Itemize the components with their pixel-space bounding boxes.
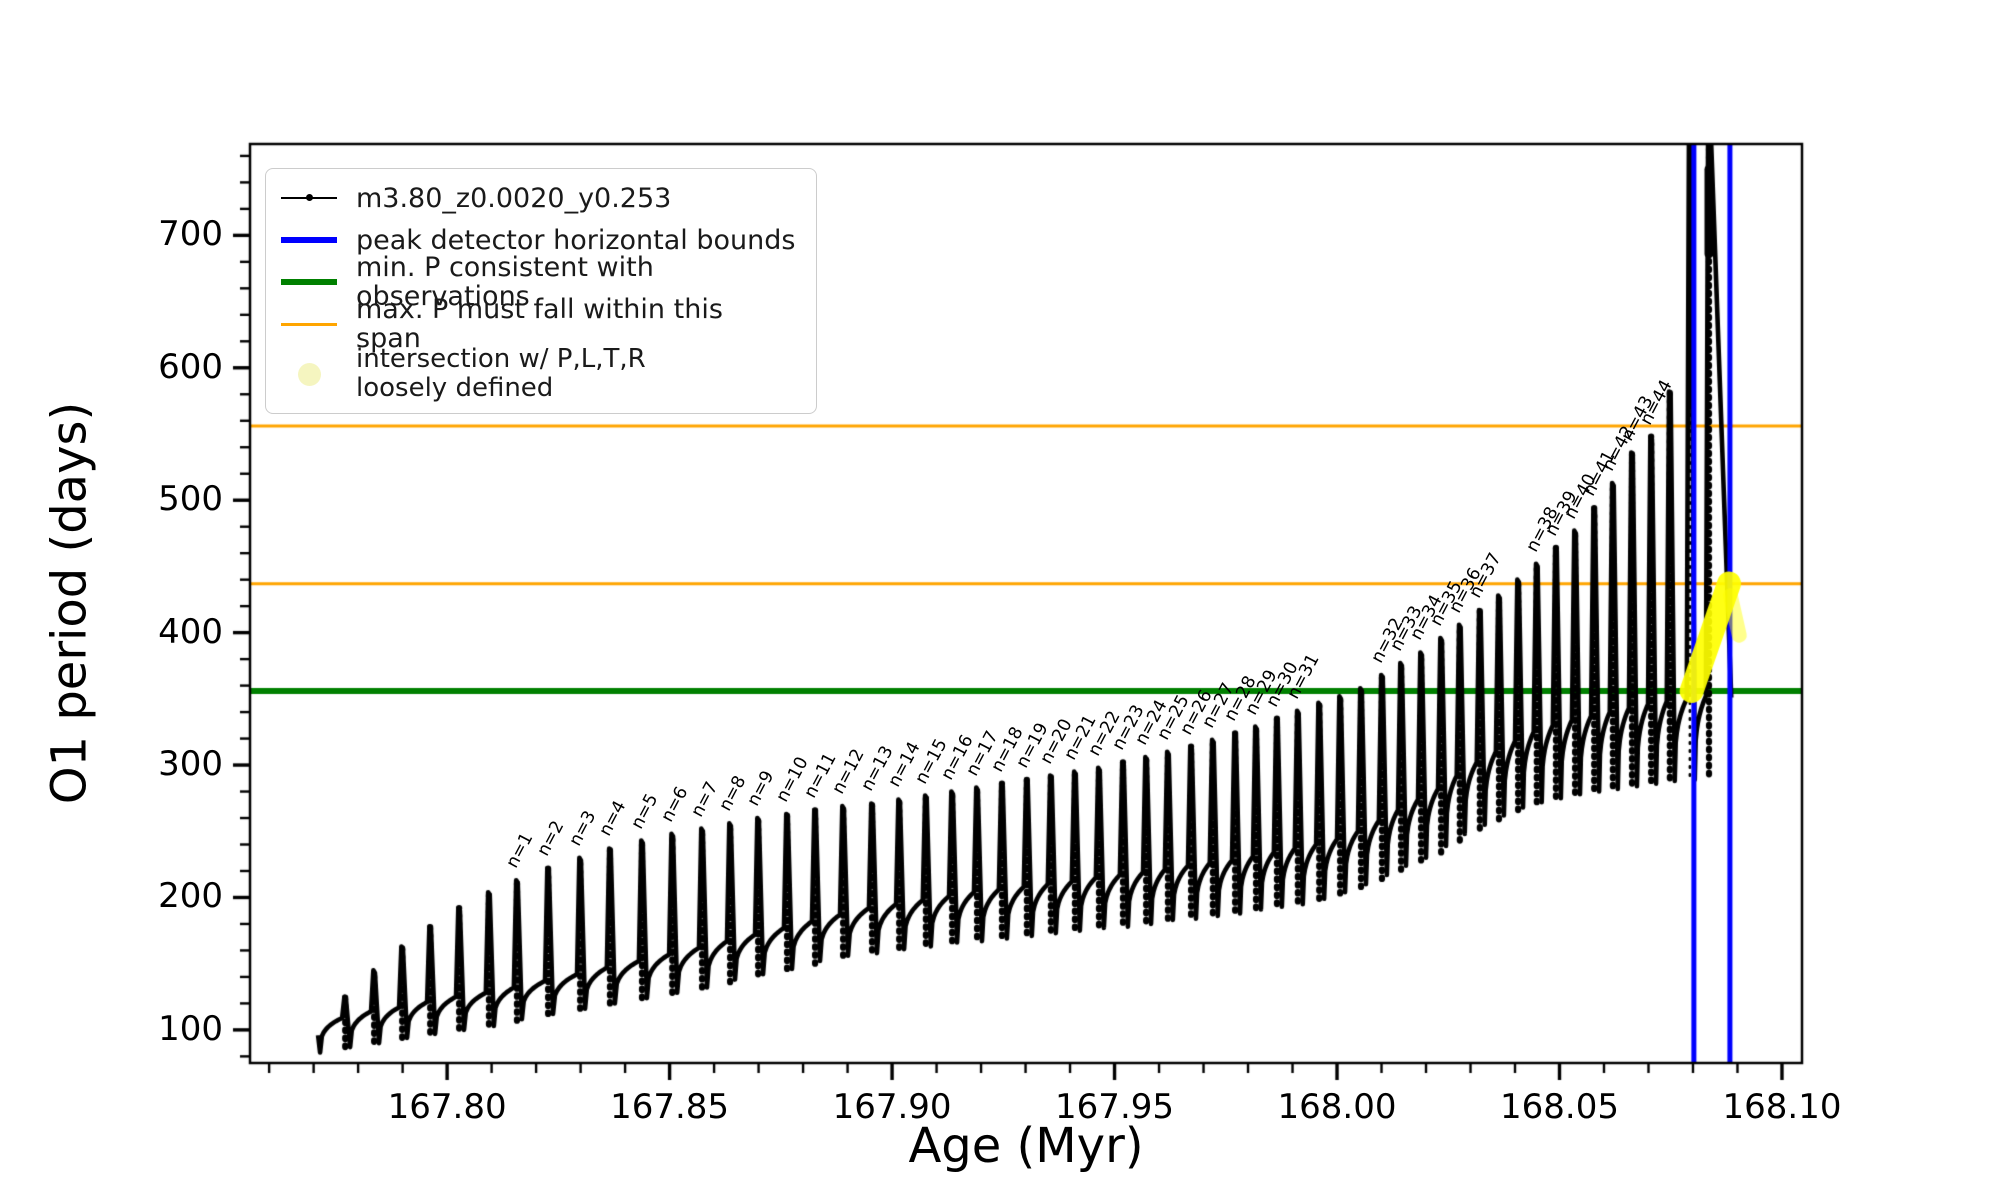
mode-order-annotation: n=9 [743,767,779,810]
legend-label: min. P consistent with observations [356,252,654,312]
legend-label: intersection w/ P,L,T,R loosely defined [356,344,646,403]
mode-order-annotation: n=6 [657,783,693,826]
legend: m3.80_z0.0020_y0.253 peak detector horiz… [265,168,817,414]
mode-order-annotation: n=2 [533,817,569,860]
green-line-icon [280,279,338,285]
legend-item-min-p: min. P consistent with observations [280,253,796,311]
legend-item-peak-bounds: peak detector horizontal bounds [280,219,796,261]
legend-label: m3.80_z0.0020_y0.253 [356,182,672,214]
x-tick-label: 167.90 [832,1087,952,1127]
mode-order-annotation: n=5 [627,790,663,833]
mode-order-annotation: n=1 [502,829,538,872]
y-tick-label: 600 [158,346,223,387]
legend-item-model: m3.80_z0.0020_y0.253 [280,177,796,219]
x-tick-label: 167.95 [1055,1087,1175,1127]
y-axis-title: O1 period (days) [41,401,98,805]
orange-line-icon [280,322,338,326]
legend-item-intersection: intersection w/ P,L,T,R loosely defined [280,345,796,403]
x-tick-label: 168.10 [1722,1087,1842,1127]
y-tick-label: 700 [158,214,223,255]
legend-item-max-p: max. P must fall within this span [280,295,796,353]
y-tick-label: 300 [158,744,223,785]
y-tick-label: 500 [158,479,223,520]
x-tick-label: 167.80 [387,1087,507,1127]
x-tick-label: 168.00 [1277,1087,1397,1127]
x-tick-label: 168.05 [1500,1087,1619,1127]
legend-label: peak detector horizontal bounds [356,224,796,256]
x-tick-label: 167.85 [610,1087,730,1127]
x-axis-title: Age (Myr) [908,1118,1144,1174]
y-tick-label: 400 [158,611,223,652]
y-tick-label: 200 [158,876,223,917]
legend-label: max. P must fall within this span [356,294,723,354]
blue-line-icon [280,237,338,243]
black-line-dot-icon [280,194,338,202]
y-tick-label: 100 [158,1008,223,1049]
yellow-dot-icon [280,362,338,386]
mode-order-annotation: n=4 [595,798,631,840]
